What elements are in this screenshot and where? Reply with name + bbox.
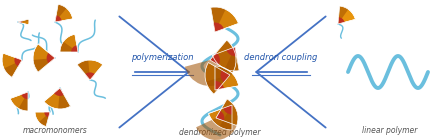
Wedge shape <box>55 15 62 22</box>
Wedge shape <box>196 99 238 140</box>
Wedge shape <box>14 57 22 67</box>
Wedge shape <box>215 81 224 90</box>
Wedge shape <box>54 88 64 96</box>
Wedge shape <box>338 6 348 24</box>
Wedge shape <box>55 4 73 22</box>
Wedge shape <box>4 60 22 77</box>
Wedge shape <box>219 105 232 130</box>
Text: polymerization: polymerization <box>131 53 193 62</box>
Wedge shape <box>35 112 50 126</box>
Wedge shape <box>71 45 78 52</box>
Wedge shape <box>205 62 230 94</box>
Wedge shape <box>18 19 29 22</box>
Wedge shape <box>2 53 22 77</box>
Wedge shape <box>213 23 224 32</box>
Wedge shape <box>225 47 239 71</box>
Wedge shape <box>55 4 67 22</box>
Wedge shape <box>206 75 230 94</box>
Wedge shape <box>60 34 78 52</box>
Wedge shape <box>211 7 226 32</box>
Wedge shape <box>215 66 238 90</box>
Wedge shape <box>209 105 232 130</box>
Wedge shape <box>216 111 224 121</box>
Text: dendronized polymer: dendronized polymer <box>179 128 261 137</box>
Wedge shape <box>44 112 50 117</box>
Wedge shape <box>47 53 55 63</box>
Wedge shape <box>215 66 229 90</box>
Wedge shape <box>185 40 236 86</box>
Wedge shape <box>77 60 103 80</box>
Wedge shape <box>33 44 55 72</box>
Wedge shape <box>85 72 95 80</box>
Wedge shape <box>58 88 70 109</box>
Wedge shape <box>60 42 78 52</box>
Wedge shape <box>211 7 238 32</box>
Wedge shape <box>220 70 230 82</box>
Wedge shape <box>39 112 50 126</box>
Text: linear polymer: linear polymer <box>362 126 418 135</box>
Wedge shape <box>210 40 236 73</box>
Wedge shape <box>21 92 28 99</box>
Wedge shape <box>338 6 356 24</box>
Wedge shape <box>18 19 29 25</box>
Wedge shape <box>216 99 238 126</box>
Wedge shape <box>213 47 239 71</box>
Text: dendron coupling: dendron coupling <box>245 53 318 62</box>
Wedge shape <box>210 52 220 65</box>
Wedge shape <box>226 47 237 56</box>
Wedge shape <box>44 88 70 109</box>
Wedge shape <box>338 17 345 24</box>
Wedge shape <box>18 21 22 23</box>
Wedge shape <box>33 58 55 72</box>
Wedge shape <box>19 92 28 111</box>
Text: macromonomers: macromonomers <box>22 126 87 135</box>
Wedge shape <box>77 60 90 80</box>
Wedge shape <box>10 92 28 111</box>
Wedge shape <box>223 105 232 115</box>
